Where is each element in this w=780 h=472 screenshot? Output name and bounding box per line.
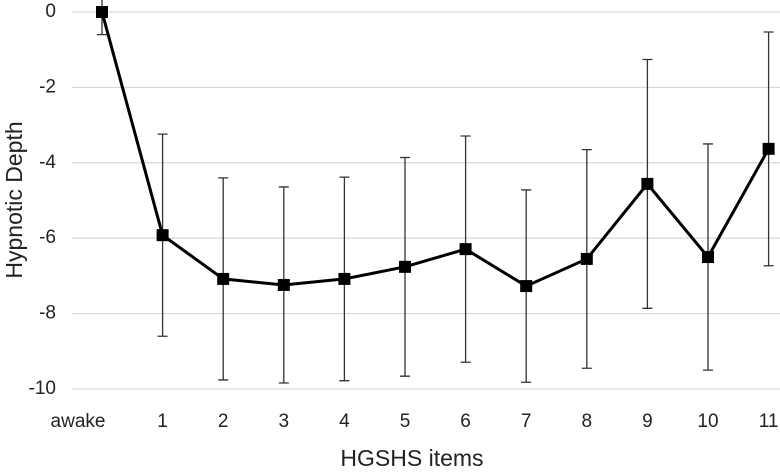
marker bbox=[277, 278, 290, 291]
x-tick-label: 7 bbox=[521, 411, 532, 432]
marker bbox=[338, 272, 351, 285]
y-axis-title: Hypnotic Depth bbox=[1, 121, 27, 278]
y-tick-label: -6 bbox=[39, 227, 56, 248]
marker bbox=[520, 280, 533, 293]
x-tick-label: 11 bbox=[759, 411, 779, 432]
x-tick-label: 1 bbox=[157, 411, 168, 432]
marker bbox=[156, 229, 169, 242]
marker bbox=[459, 243, 472, 256]
x-tick-label: 8 bbox=[582, 411, 593, 432]
marker bbox=[399, 260, 411, 273]
y-tick-label: 0 bbox=[45, 1, 56, 22]
x-tick-label: 3 bbox=[279, 411, 290, 432]
marker bbox=[762, 142, 775, 155]
y-tick-label: -8 bbox=[39, 303, 56, 324]
y-tick-label: -2 bbox=[39, 76, 56, 97]
marker bbox=[96, 6, 108, 18]
marker bbox=[580, 252, 593, 265]
x-tick-label: awake bbox=[51, 411, 106, 432]
series-line bbox=[100, 11, 770, 288]
x-tick-label: 4 bbox=[339, 411, 350, 432]
x-tick-label: 6 bbox=[460, 411, 471, 432]
y-tick-label: -4 bbox=[39, 152, 56, 173]
x-tick-label: 10 bbox=[697, 411, 718, 432]
x-tick-label: 9 bbox=[642, 411, 653, 432]
x-tick-label: 2 bbox=[218, 411, 229, 432]
marker bbox=[702, 251, 714, 264]
y-tick-label: -10 bbox=[29, 378, 56, 399]
marker bbox=[641, 177, 654, 190]
marker bbox=[217, 272, 230, 285]
x-axis-title: HGSHS items bbox=[340, 445, 483, 471]
x-tick-label: 5 bbox=[400, 411, 411, 432]
